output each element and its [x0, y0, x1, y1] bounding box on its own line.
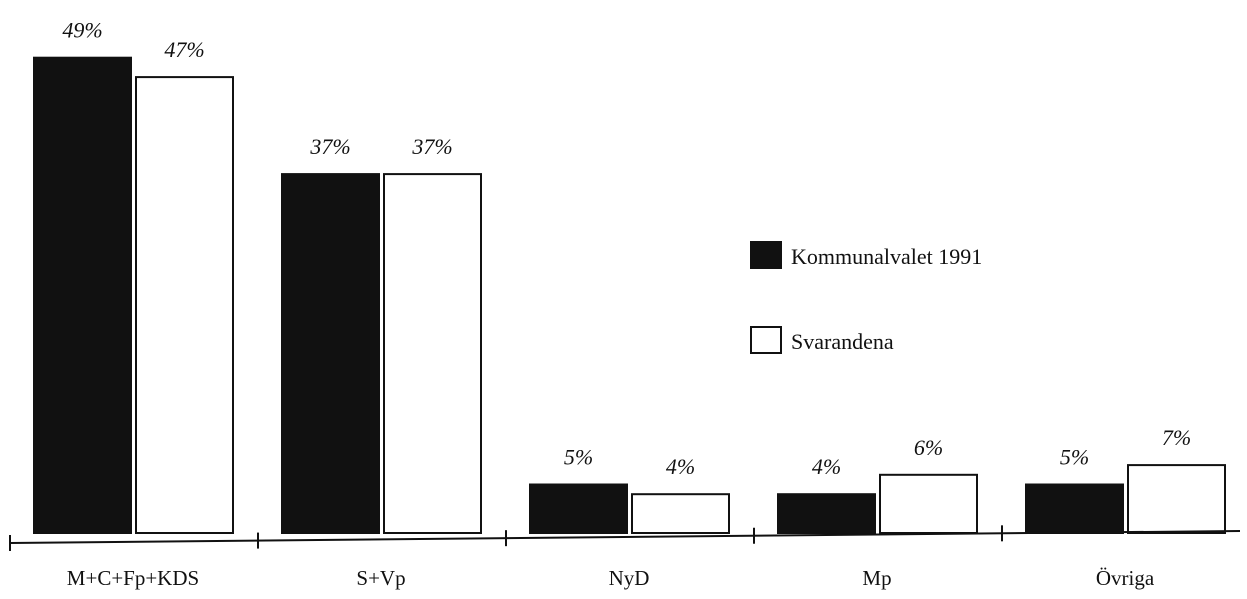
bar-vriga-series-1 [1025, 483, 1124, 534]
data-label-m-c-fp-kds-series-2: 47% [164, 37, 204, 62]
data-label-mp-series-2: 6% [914, 435, 943, 460]
data-label-nyd-series-1: 5% [564, 445, 593, 470]
x-axis [9, 525, 1241, 551]
bar-nyd-series-2 [631, 493, 730, 535]
bar-nyd-series-1 [529, 483, 628, 534]
bar-vriga-series-2 [1127, 464, 1226, 535]
bar-mp-series-2 [879, 473, 978, 534]
legend-swatch-series-1 [750, 241, 782, 269]
legend-swatch-series-2 [750, 326, 782, 354]
data-label-s-vp-series-1: 37% [309, 134, 350, 159]
bar-mp-series-1 [777, 493, 876, 535]
bar-m-c-fp-kds-series-2 [135, 76, 234, 534]
category-label-mp: Mp [862, 566, 891, 590]
legend: Kommunalvalet 1991 Svarandena [750, 241, 982, 354]
bar-m-c-fp-kds-series-1 [33, 56, 132, 534]
value-labels-group: 49% 47% 37% 37% 5% 4% 4% 6% 5% 7% [62, 18, 1191, 480]
category-label-vriga: Övriga [1096, 566, 1155, 590]
category-label-s-vp: S+Vp [356, 566, 405, 590]
legend-label-series-2: Svarandena [791, 329, 894, 354]
data-label-vriga-series-1: 5% [1060, 445, 1089, 470]
bar-s-vp-series-2 [383, 173, 482, 534]
data-label-s-vp-series-2: 37% [411, 134, 452, 159]
category-label-m-c-fp-kds: M+C+Fp+KDS [67, 566, 199, 590]
data-label-mp-series-1: 4% [812, 454, 841, 479]
legend-label-series-1: Kommunalvalet 1991 [791, 244, 982, 269]
x-axis-line [9, 530, 1241, 544]
data-label-vriga-series-2: 7% [1162, 425, 1191, 450]
bar-s-vp-series-1 [281, 173, 380, 534]
category-labels-group: M+C+Fp+KDS S+Vp NyD Mp Övriga [67, 566, 1155, 590]
bars-group [33, 56, 1226, 535]
data-label-m-c-fp-kds-series-1: 49% [62, 18, 102, 43]
category-label-nyd: NyD [609, 566, 650, 590]
data-label-nyd-series-2: 4% [666, 454, 695, 479]
